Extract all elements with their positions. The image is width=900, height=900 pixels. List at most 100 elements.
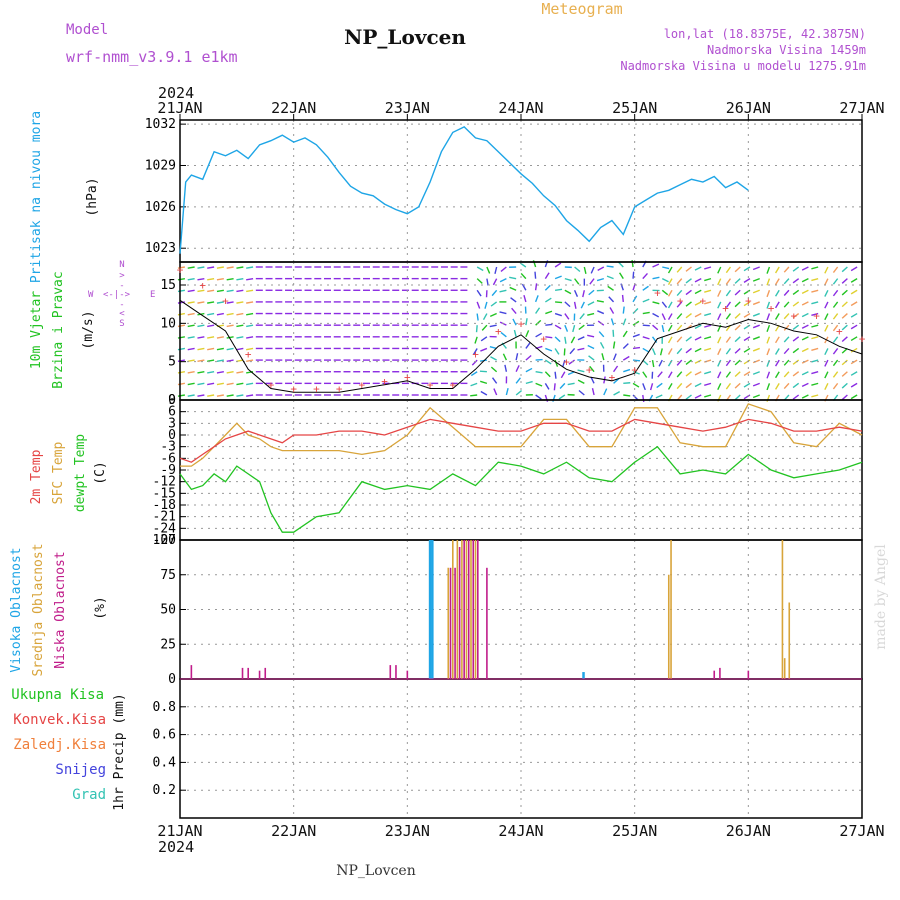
model-label: Model bbox=[66, 22, 108, 38]
wind-arrow bbox=[582, 290, 586, 298]
wind-arrow bbox=[717, 359, 722, 367]
wind-arrow bbox=[596, 277, 605, 282]
wind-arrow bbox=[667, 313, 673, 320]
wind-arrow bbox=[579, 313, 585, 320]
wind-arrow bbox=[599, 341, 605, 349]
wind-arrow bbox=[544, 383, 550, 390]
wind-arrow bbox=[632, 382, 640, 388]
wind-arrow bbox=[572, 325, 576, 333]
wind-arrow bbox=[657, 371, 663, 378]
wind-arrow bbox=[207, 266, 215, 269]
wind-arrow bbox=[612, 353, 617, 361]
wind-arrow bbox=[704, 266, 712, 270]
wind-arrow bbox=[177, 312, 185, 316]
wind-arrow bbox=[811, 382, 819, 386]
wind-arrow bbox=[470, 394, 478, 397]
y-tick-label: 50 bbox=[160, 603, 176, 618]
wind-arrow bbox=[811, 277, 819, 282]
wind-arrow bbox=[567, 382, 575, 386]
wind-arrow bbox=[801, 266, 809, 271]
panels: 10231026102910320510159630-3-6-9-12-15-1… bbox=[145, 117, 866, 819]
y-tick-label: -3 bbox=[160, 440, 176, 455]
wind-arrow bbox=[562, 359, 566, 367]
wind-arrow bbox=[667, 324, 673, 332]
gust-marker: + bbox=[495, 325, 502, 338]
precip-unit: 1hr Precip (mm) bbox=[112, 693, 127, 810]
gust-marker: + bbox=[745, 294, 752, 307]
wind-arrow bbox=[824, 324, 829, 332]
wind-arrow bbox=[667, 371, 673, 379]
y-tick-label: 75 bbox=[160, 568, 176, 583]
wind-arrow bbox=[613, 390, 621, 396]
wind-arrow bbox=[694, 266, 702, 271]
wind-arrow bbox=[783, 336, 790, 343]
wind-arrow bbox=[725, 278, 732, 285]
wind-arrow bbox=[489, 312, 497, 318]
wind-arrow bbox=[734, 359, 741, 366]
wind-arrow bbox=[832, 382, 839, 390]
wind-arrow bbox=[642, 394, 645, 403]
wind-arrow bbox=[609, 307, 615, 314]
wind-arrow bbox=[811, 347, 819, 351]
wind-label-2: Brzina i Pravac bbox=[51, 271, 66, 388]
wind-arrow bbox=[694, 324, 702, 329]
wind-arrow bbox=[743, 371, 751, 377]
wind-arrow bbox=[564, 301, 571, 308]
wind-arrow bbox=[662, 266, 670, 270]
wind-arrow bbox=[642, 272, 648, 280]
wind-arrow bbox=[603, 388, 608, 396]
wind-arrow bbox=[486, 266, 491, 274]
wind-arrow bbox=[850, 347, 858, 353]
gust-marker: + bbox=[427, 379, 434, 392]
date-label-bottom: 27JAN bbox=[839, 822, 884, 840]
wind-arrow bbox=[801, 382, 809, 388]
wind-arrow bbox=[685, 278, 692, 284]
wind-arrow bbox=[841, 289, 848, 296]
wind-arrow bbox=[824, 301, 829, 309]
wind-arrow bbox=[725, 359, 732, 367]
wind-arrow bbox=[685, 394, 692, 400]
gust-marker: + bbox=[586, 363, 593, 376]
panel-frame bbox=[179, 261, 863, 401]
gust-marker: + bbox=[359, 379, 366, 392]
wind-arrow bbox=[475, 325, 478, 333]
year-bottom: 2024 bbox=[158, 838, 194, 856]
wind-arrow bbox=[811, 301, 819, 305]
wind-arrow bbox=[685, 301, 692, 307]
wind-arrow bbox=[177, 277, 185, 281]
wind-arrow bbox=[197, 347, 205, 351]
y-tick-label: 100 bbox=[153, 533, 176, 548]
wind-arrow bbox=[801, 301, 809, 306]
date-label-top: 21JAN bbox=[157, 99, 202, 117]
wind-arrow bbox=[197, 359, 205, 362]
wind-arrow bbox=[631, 259, 634, 268]
wind-arrow bbox=[197, 382, 205, 386]
wind-arrow bbox=[608, 296, 615, 303]
wind-arrow bbox=[725, 382, 732, 390]
lonlat-text: lon,lat (18.8375E, 42.3875N) bbox=[664, 27, 866, 41]
wind-arrow bbox=[743, 394, 751, 400]
wind-arrow bbox=[632, 371, 640, 375]
wind-arrow bbox=[783, 371, 790, 378]
wind-arrow bbox=[236, 371, 244, 374]
wind-arrow bbox=[197, 394, 205, 397]
wind-arrow bbox=[535, 319, 542, 326]
wind-arrow bbox=[824, 371, 829, 379]
wind-arrow bbox=[226, 394, 234, 397]
wind-arrow bbox=[216, 382, 224, 386]
wind-arrow bbox=[841, 313, 848, 319]
wind-arrow bbox=[667, 348, 673, 355]
wind-arrow bbox=[226, 289, 234, 293]
compass-w: W bbox=[88, 290, 94, 300]
wind-arrow bbox=[246, 359, 254, 362]
wind-arrow bbox=[505, 388, 509, 396]
wind-arrow bbox=[841, 371, 848, 377]
wind-arrow bbox=[841, 336, 848, 343]
wind-arrow bbox=[832, 348, 839, 355]
wind-arrow bbox=[676, 347, 683, 355]
wind-arrow bbox=[590, 266, 595, 274]
wind-arrow bbox=[207, 301, 215, 304]
wind-arrow bbox=[525, 367, 533, 373]
y-tick-label: 1032 bbox=[145, 117, 176, 132]
